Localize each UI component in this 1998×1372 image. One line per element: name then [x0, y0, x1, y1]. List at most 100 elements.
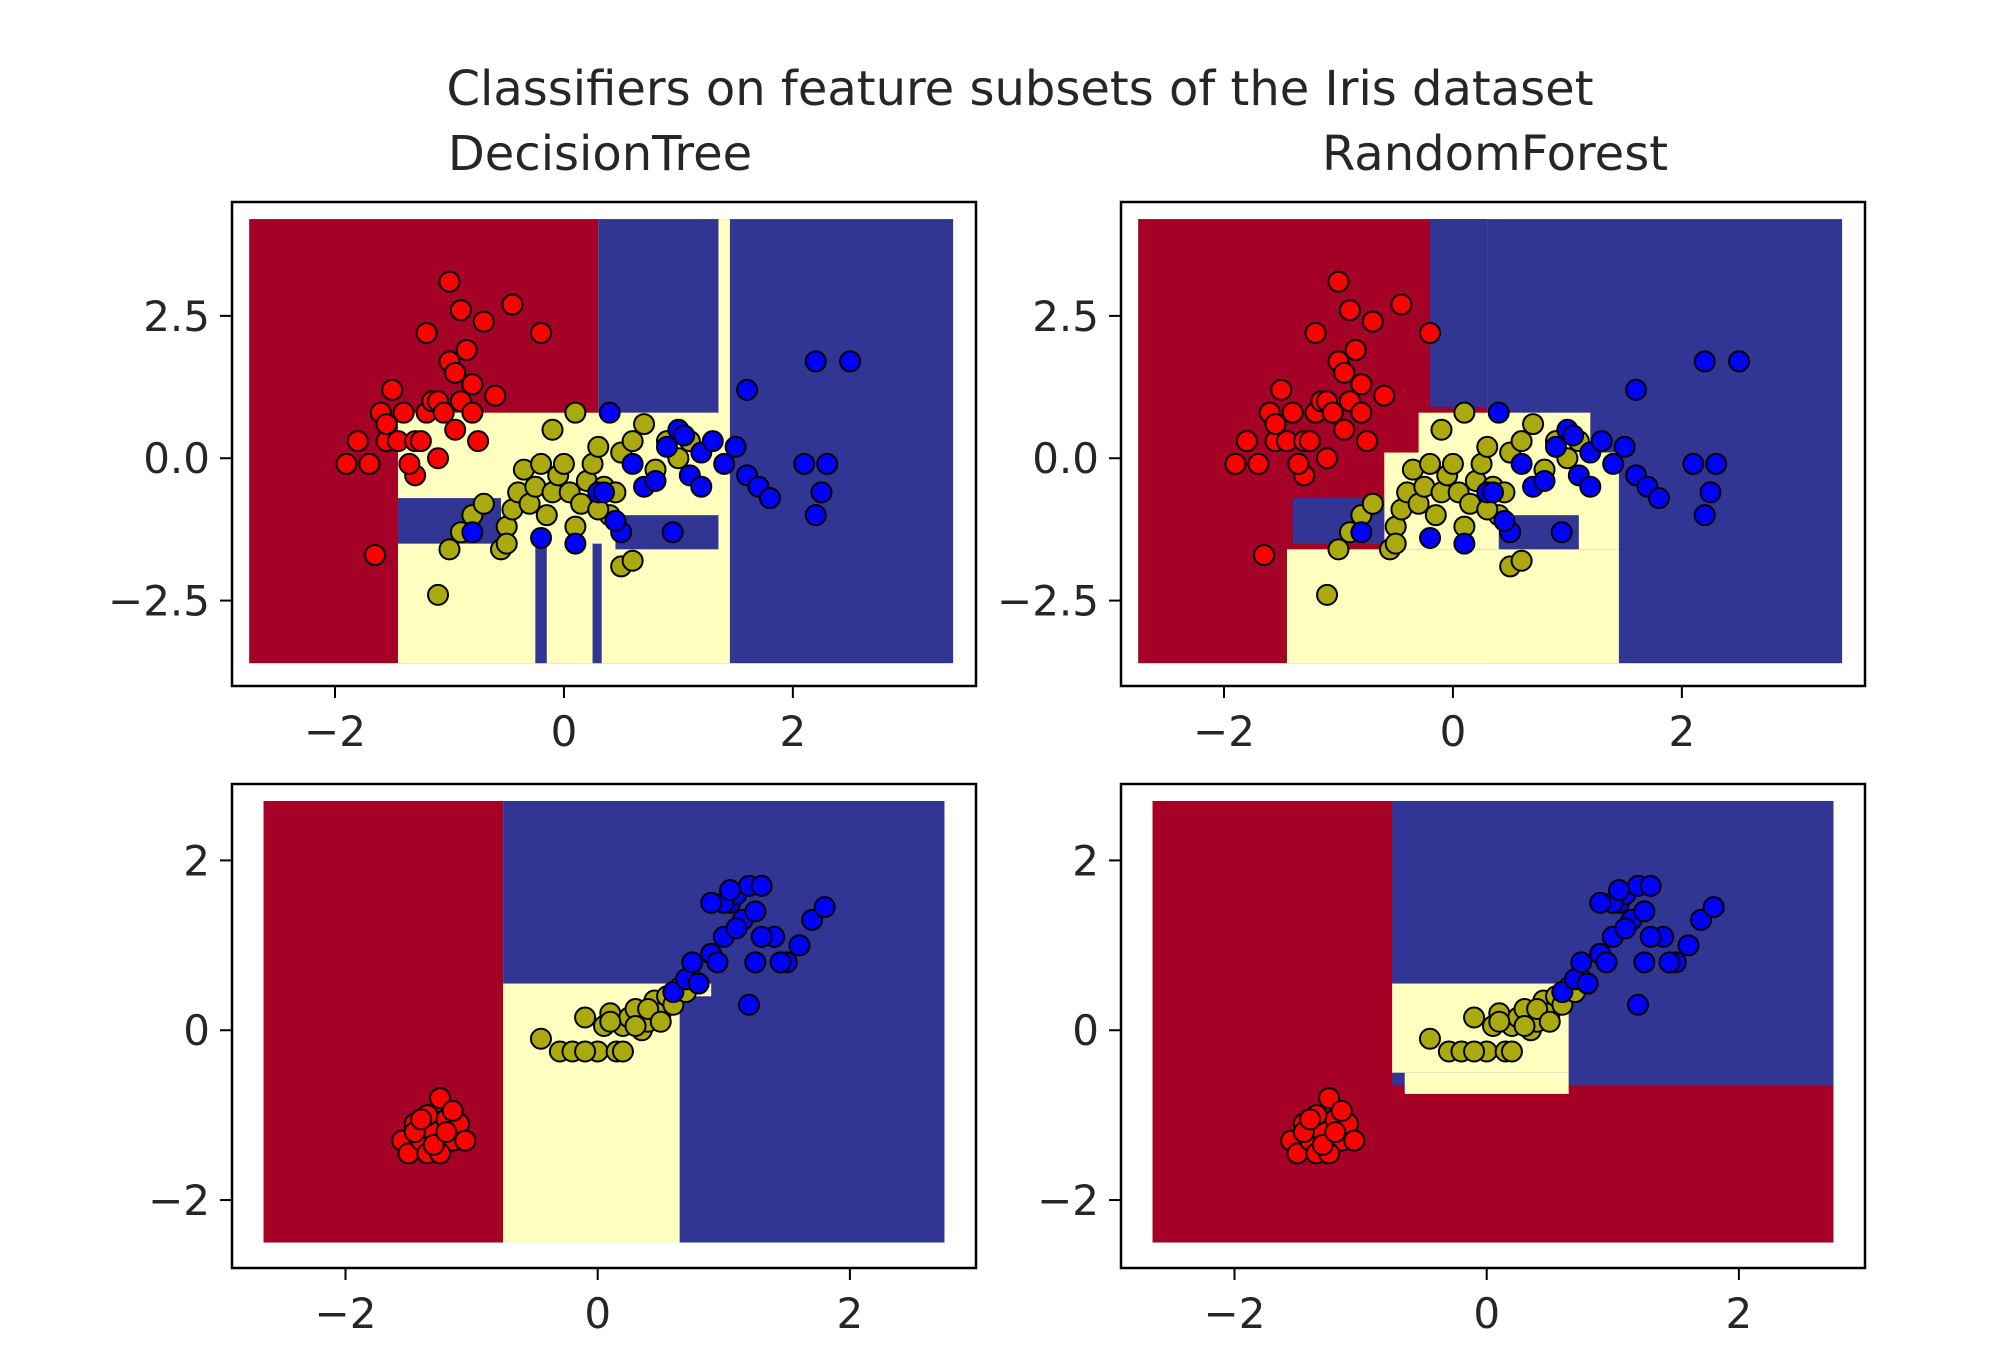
- point-class-2: [1493, 509, 1516, 532]
- point-class-2: [736, 378, 759, 401]
- bottom-right-axes: −2 0 2 −2 0 2: [1037, 782, 1867, 1338]
- point-class-2: [1590, 430, 1613, 453]
- point-class-2: [1625, 378, 1648, 401]
- point-class-2: [1533, 470, 1556, 493]
- point-class-1: [438, 538, 461, 561]
- x-tick-label: 0: [584, 1289, 611, 1338]
- point-class-1: [1327, 538, 1350, 561]
- y-tick-label: 0.0: [143, 434, 210, 483]
- point-class-0: [444, 418, 467, 441]
- x-tick-label: −2: [315, 1289, 377, 1338]
- point-class-2: [1453, 532, 1476, 555]
- point-class-0: [1344, 339, 1367, 362]
- point-class-2: [700, 891, 723, 914]
- point-class-1: [633, 413, 656, 436]
- point-class-0: [444, 361, 467, 384]
- point-class-0: [1338, 299, 1361, 322]
- point-class-1: [574, 1040, 597, 1063]
- point-class-1: [472, 492, 495, 515]
- point-class-0: [461, 401, 484, 424]
- point-class-0: [1298, 430, 1321, 453]
- point-class-0: [358, 452, 381, 475]
- point-class-0: [1264, 413, 1287, 436]
- point-class-2: [725, 917, 748, 940]
- y-tick-label: 2: [1072, 836, 1099, 885]
- y-tick-label: −2: [1037, 1176, 1099, 1225]
- x-tick-label: −2: [1204, 1289, 1266, 1338]
- point-class-2: [1487, 401, 1510, 424]
- decision-region-class-1: [1404, 1072, 1569, 1094]
- point-class-1: [427, 583, 450, 606]
- point-class-1: [1510, 549, 1533, 572]
- point-class-2: [816, 452, 839, 475]
- point-class-2: [1576, 972, 1599, 995]
- point-class-0: [1235, 430, 1258, 453]
- point-class-2: [1570, 951, 1593, 974]
- point-class-2: [758, 487, 781, 510]
- point-class-1: [1463, 1006, 1486, 1029]
- point-class-2: [750, 874, 773, 897]
- point-class-0: [438, 270, 461, 293]
- point-class-2: [1677, 934, 1700, 957]
- point-class-2: [690, 475, 713, 498]
- point-class-2: [1639, 874, 1662, 897]
- top-left-axes: −2 0 2 −2.5 0.0 2.5 DecisionTree: [108, 126, 978, 756]
- point-class-1: [1418, 1027, 1441, 1050]
- point-class-2: [738, 993, 761, 1016]
- point-class-0: [1253, 544, 1276, 567]
- point-class-2: [661, 521, 684, 544]
- point-class-0: [375, 413, 398, 436]
- y-tick-label: 2.5: [143, 292, 210, 341]
- decision-region-class-1: [1286, 549, 1619, 664]
- point-class-2: [1562, 424, 1585, 447]
- point-class-0: [1333, 418, 1356, 441]
- point-class-1: [599, 1010, 622, 1033]
- y-tick-label: 0: [183, 1006, 210, 1055]
- point-class-2: [706, 951, 729, 974]
- point-class-0: [1270, 378, 1293, 401]
- point-class-1: [624, 1015, 647, 1037]
- point-class-2: [1647, 487, 1670, 510]
- point-class-0: [1350, 373, 1373, 396]
- point-class-0: [1327, 270, 1350, 293]
- x-tick-label: 0: [1473, 1289, 1500, 1338]
- point-class-2: [750, 925, 773, 948]
- point-class-2: [713, 452, 736, 475]
- point-class-2: [1693, 504, 1716, 527]
- point-class-0: [441, 1099, 464, 1122]
- axes-frame: [1119, 200, 1867, 688]
- point-class-1: [1384, 532, 1407, 555]
- point-class-0: [1324, 1121, 1347, 1144]
- point-class-0: [1350, 401, 1373, 424]
- x-tick-label: 2: [1668, 707, 1695, 756]
- point-class-1: [564, 401, 587, 424]
- point-class-0: [1419, 321, 1442, 344]
- point-class-0: [449, 299, 472, 322]
- point-class-0: [484, 384, 507, 407]
- point-class-0: [435, 1121, 458, 1144]
- point-class-0: [381, 378, 404, 401]
- point-class-0: [410, 1108, 433, 1131]
- point-class-0: [409, 430, 432, 453]
- point-class-1: [495, 532, 518, 555]
- decision-region-class-2: [1430, 219, 1488, 407]
- point-class-2: [1627, 993, 1650, 1016]
- point-class-0: [346, 430, 369, 453]
- point-class-2: [1613, 435, 1636, 458]
- point-class-1: [1441, 452, 1464, 475]
- point-class-1: [1430, 418, 1453, 441]
- point-class-2: [1602, 452, 1625, 475]
- point-class-0: [472, 310, 495, 333]
- y-tick-label: −2.5: [108, 577, 210, 626]
- point-class-0: [335, 452, 358, 475]
- subplot-title: DecisionTree: [448, 126, 752, 182]
- x-tick-label: 2: [1726, 1289, 1753, 1338]
- point-class-2: [1350, 521, 1373, 544]
- point-class-2: [1608, 879, 1631, 902]
- point-class-2: [593, 481, 615, 504]
- point-class-2: [1579, 475, 1602, 498]
- point-class-2: [769, 951, 792, 974]
- point-class-0: [1224, 452, 1247, 475]
- point-class-2: [744, 900, 767, 923]
- point-class-1: [1453, 401, 1476, 424]
